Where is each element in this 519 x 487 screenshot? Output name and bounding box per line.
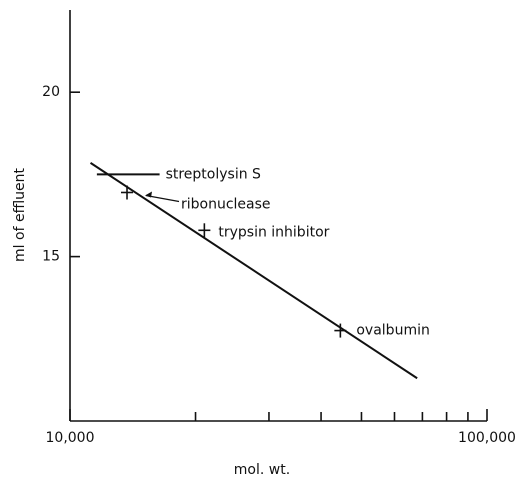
- data-point: [198, 223, 211, 238]
- data-point: [121, 185, 134, 200]
- label-arrow: [145, 194, 180, 203]
- x-axis-label: mol. wt.: [234, 462, 290, 478]
- point-label: ribonuclease: [181, 196, 271, 212]
- data-point: [334, 323, 347, 338]
- fit-line: [89, 162, 418, 380]
- y-tick-label: 15: [42, 249, 60, 265]
- point-label: ovalbumin: [356, 323, 429, 339]
- x-tick-label: 10,000: [46, 430, 95, 446]
- x-tick-label: 100,000: [458, 430, 516, 446]
- y-tick-label: 20: [42, 84, 60, 100]
- range-marker-label: streptolysin S: [166, 166, 261, 182]
- point-label: trypsin inhibitor: [218, 224, 329, 240]
- y-axis-label: ml of effluent: [12, 168, 28, 262]
- arrow-head: [145, 191, 153, 198]
